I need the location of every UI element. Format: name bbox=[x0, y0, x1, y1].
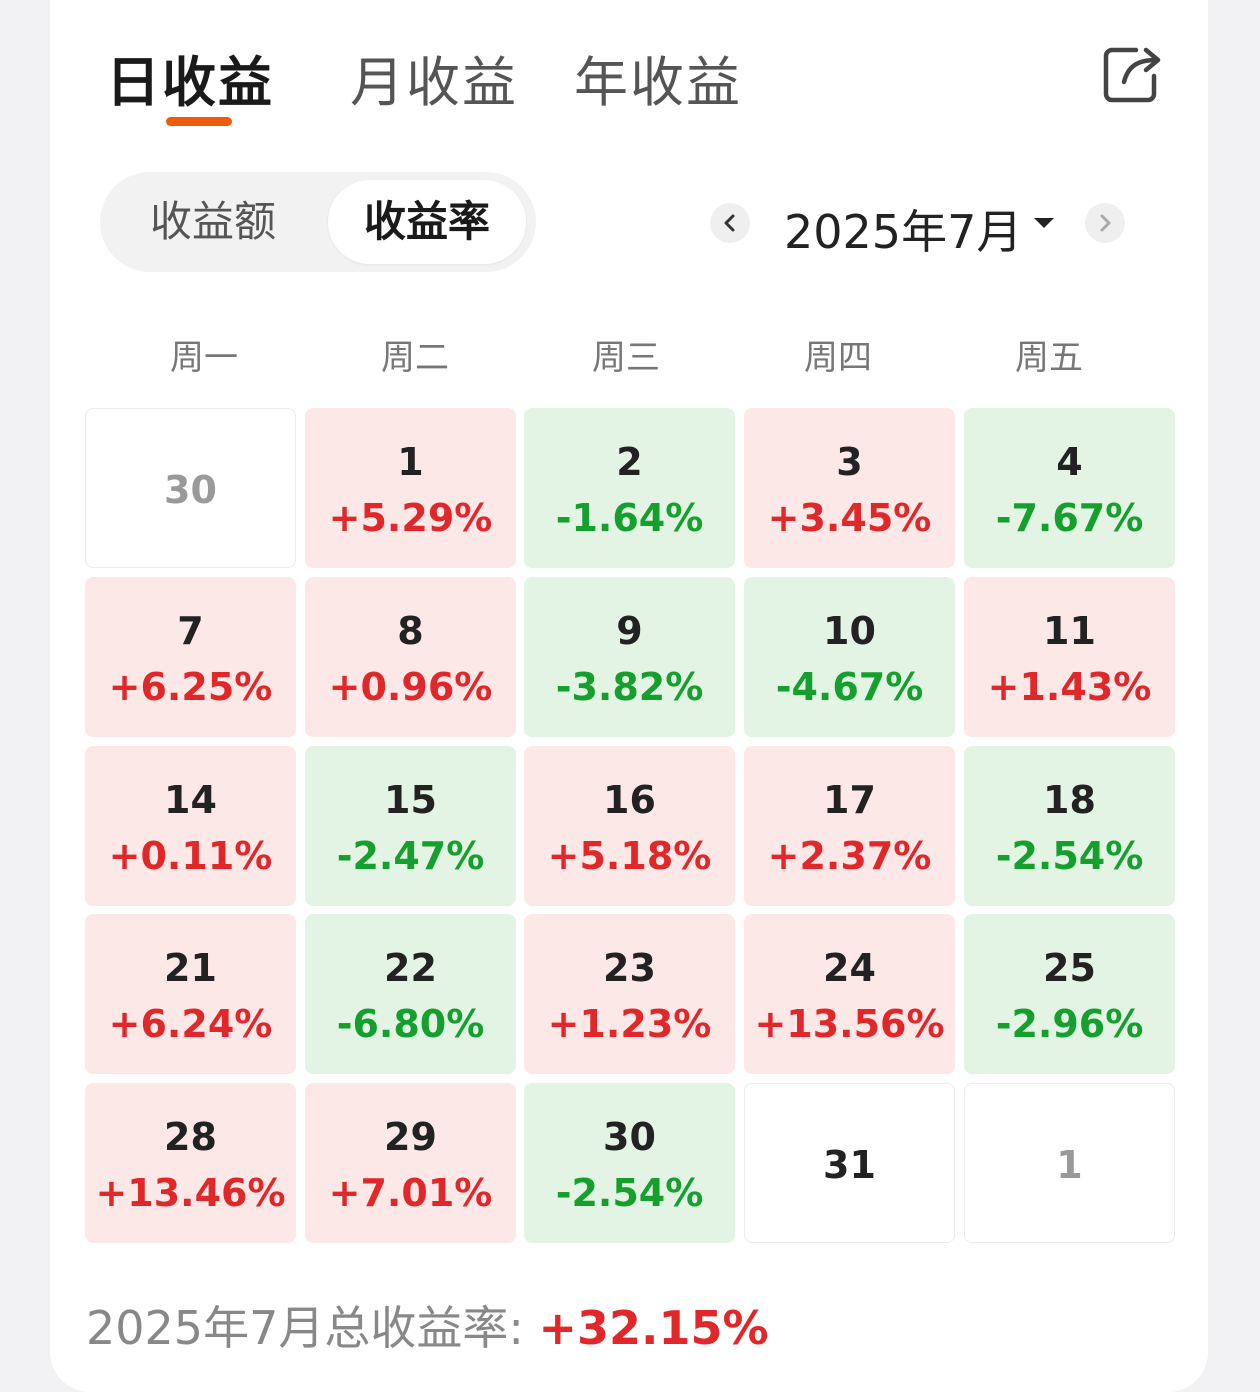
calendar-day-cell[interactable]: 17 +2.37% bbox=[744, 746, 955, 906]
daily-return-rate: -2.54% bbox=[555, 1171, 704, 1215]
daily-return-rate: -3.82% bbox=[555, 665, 704, 709]
chevron-left-icon bbox=[724, 214, 735, 232]
calendar-day-cell[interactable]: 28 +13.46% bbox=[85, 1083, 296, 1243]
day-number: 29 bbox=[384, 1115, 437, 1159]
daily-return-rate: +5.29% bbox=[328, 496, 493, 540]
day-number: 16 bbox=[603, 778, 656, 822]
weekday-tue: 周二 bbox=[381, 338, 449, 378]
summary-label: 2025年7月总收益率: bbox=[86, 1301, 524, 1355]
chevron-right-icon bbox=[1100, 214, 1111, 232]
chevron-down-icon[interactable] bbox=[1032, 216, 1056, 230]
calendar-day-cell[interactable]: 4 -7.67% bbox=[964, 408, 1175, 568]
daily-return-rate: +7.01% bbox=[328, 1171, 493, 1215]
weekday-mon: 周一 bbox=[170, 338, 238, 378]
weekday-fri: 周五 bbox=[1015, 338, 1083, 378]
daily-return-rate: +0.96% bbox=[328, 665, 493, 709]
daily-return-rate: -1.64% bbox=[555, 496, 704, 540]
amount-rate-toggle: 收益额 收益率 bbox=[100, 172, 536, 272]
day-number: 2 bbox=[616, 440, 643, 484]
day-number: 30 bbox=[603, 1115, 656, 1159]
day-number: 14 bbox=[164, 778, 217, 822]
day-number: 11 bbox=[1043, 609, 1096, 653]
daily-return-rate: +1.43% bbox=[987, 665, 1152, 709]
day-number: 25 bbox=[1043, 946, 1096, 990]
daily-return-rate: -2.96% bbox=[995, 1002, 1144, 1046]
daily-return-rate: -6.80% bbox=[336, 1002, 485, 1046]
calendar-day-cell[interactable]: 15 -2.47% bbox=[305, 746, 516, 906]
daily-return-rate: +0.11% bbox=[108, 834, 273, 878]
day-number: 4 bbox=[1056, 440, 1083, 484]
daily-return-rate: -4.67% bbox=[775, 665, 924, 709]
daily-return-rate: -2.47% bbox=[336, 834, 485, 878]
toggle-amount[interactable]: 收益额 bbox=[149, 197, 276, 246]
share-icon[interactable] bbox=[1100, 42, 1166, 108]
calendar-day-cell[interactable]: 29 +7.01% bbox=[305, 1083, 516, 1243]
daily-return-rate: +5.18% bbox=[547, 834, 712, 878]
calendar-day-cell[interactable]: 30 -2.54% bbox=[524, 1083, 735, 1243]
prev-month-button[interactable] bbox=[710, 203, 750, 243]
day-number: 9 bbox=[616, 609, 643, 653]
daily-return-rate: +13.56% bbox=[754, 1002, 945, 1046]
day-number: 8 bbox=[397, 609, 424, 653]
calendar-day-cell[interactable]: 25 -2.96% bbox=[964, 914, 1175, 1074]
calendar-day-cell[interactable]: 3 +3.45% bbox=[744, 408, 955, 568]
day-number: 1 bbox=[397, 440, 424, 484]
day-number: 31 bbox=[823, 1143, 876, 1187]
day-number: 17 bbox=[823, 778, 876, 822]
day-number: 15 bbox=[384, 778, 437, 822]
day-number: 7 bbox=[177, 609, 204, 653]
monthly-total-summary: 2025年7月总收益率: +32.15% bbox=[86, 1292, 769, 1358]
calendar-day-cell[interactable]: 8 +0.96% bbox=[305, 577, 516, 737]
daily-return-rate: -7.67% bbox=[995, 496, 1144, 540]
day-number: 3 bbox=[836, 440, 863, 484]
month-selector[interactable]: 2025年7月 bbox=[784, 205, 1023, 259]
calendar-day-cell[interactable]: 18 -2.54% bbox=[964, 746, 1175, 906]
day-number: 1 bbox=[1056, 1143, 1083, 1187]
calendar-day-cell[interactable]: 31 bbox=[744, 1083, 955, 1243]
summary-value: +32.15% bbox=[538, 1301, 769, 1355]
calendar-day-cell[interactable]: 11 +1.43% bbox=[964, 577, 1175, 737]
calendar-day-cell[interactable]: 14 +0.11% bbox=[85, 746, 296, 906]
calendar-day-cell[interactable]: 7 +6.25% bbox=[85, 577, 296, 737]
daily-return-rate: +3.45% bbox=[767, 496, 932, 540]
calendar-day-cell[interactable]: 10 -4.67% bbox=[744, 577, 955, 737]
calendar-day-cell[interactable]: 1 bbox=[964, 1083, 1175, 1243]
calendar-day-cell[interactable]: 2 -1.64% bbox=[524, 408, 735, 568]
day-number: 10 bbox=[823, 609, 876, 653]
calendar-day-cell[interactable]: 16 +5.18% bbox=[524, 746, 735, 906]
daily-return-rate: +13.46% bbox=[95, 1171, 286, 1215]
day-number: 24 bbox=[823, 946, 876, 990]
calendar-day-cell[interactable]: 21 +6.24% bbox=[85, 914, 296, 1074]
day-number: 23 bbox=[603, 946, 656, 990]
daily-return-rate: +2.37% bbox=[767, 834, 932, 878]
next-month-button[interactable] bbox=[1085, 203, 1125, 243]
weekday-wed: 周三 bbox=[592, 338, 660, 378]
calendar-day-cell[interactable]: 1 +5.29% bbox=[305, 408, 516, 568]
day-number: 22 bbox=[384, 946, 437, 990]
day-number: 21 bbox=[164, 946, 217, 990]
daily-return-rate: +6.24% bbox=[108, 1002, 273, 1046]
day-number: 30 bbox=[164, 468, 217, 512]
tab-monthly-earnings[interactable]: 月收益 bbox=[350, 51, 518, 114]
daily-return-rate: +6.25% bbox=[108, 665, 273, 709]
calendar-day-cell[interactable]: 22 -6.80% bbox=[305, 914, 516, 1074]
calendar-day-cell[interactable]: 24 +13.56% bbox=[744, 914, 955, 1074]
day-number: 28 bbox=[164, 1115, 217, 1159]
tab-daily-earnings[interactable]: 日收益 bbox=[106, 51, 274, 114]
weekday-thu: 周四 bbox=[804, 338, 872, 378]
tab-yearly-earnings[interactable]: 年收益 bbox=[574, 51, 742, 114]
toggle-rate[interactable]: 收益率 bbox=[328, 180, 526, 264]
daily-return-rate: -2.54% bbox=[995, 834, 1144, 878]
calendar-day-cell[interactable]: 23 +1.23% bbox=[524, 914, 735, 1074]
calendar-day-cell[interactable]: 9 -3.82% bbox=[524, 577, 735, 737]
day-number: 18 bbox=[1043, 778, 1096, 822]
active-tab-indicator bbox=[166, 117, 232, 126]
daily-return-rate: +1.23% bbox=[547, 1002, 712, 1046]
calendar-day-cell[interactable]: 30 bbox=[85, 408, 296, 568]
